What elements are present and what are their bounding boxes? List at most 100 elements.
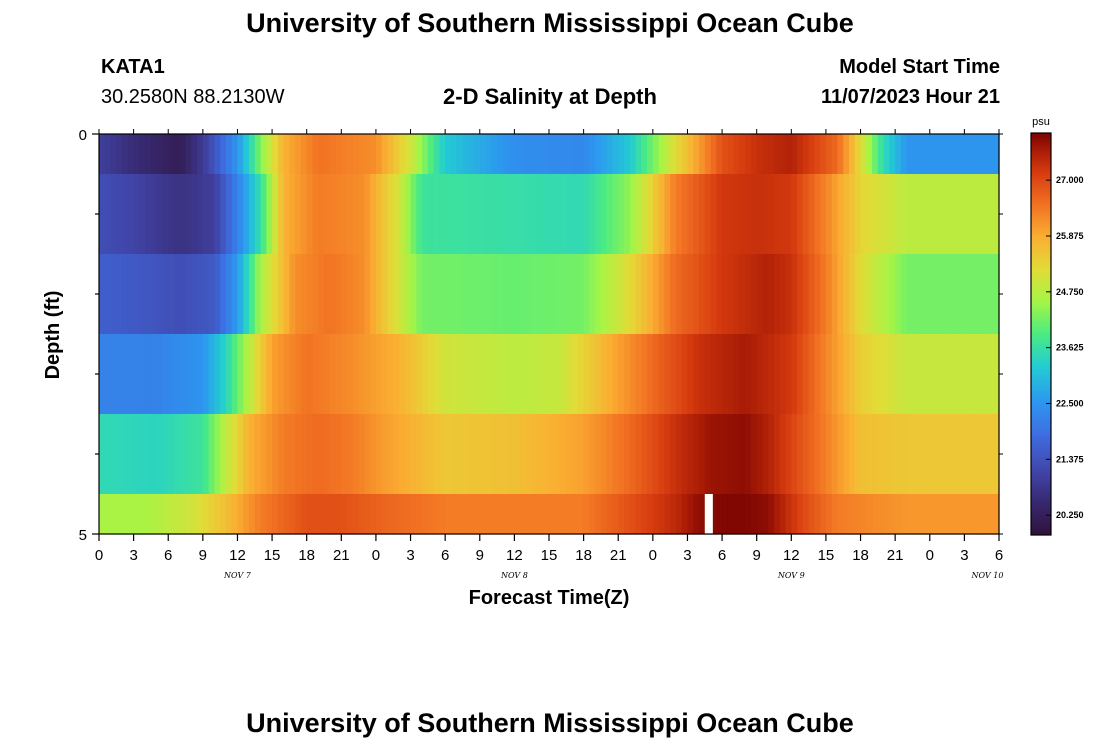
- heatmap-cell: [854, 254, 862, 335]
- heatmap-cell: [849, 134, 856, 175]
- heatmap-cell: [791, 174, 798, 255]
- heatmap-cell: [318, 334, 325, 415]
- heatmap-cell: [670, 134, 677, 175]
- heatmap-cell: [289, 414, 296, 495]
- heatmap-cell: [652, 174, 660, 255]
- heatmap-cell: [797, 334, 804, 415]
- heatmap-cell: [750, 494, 758, 535]
- heatmap-cell: [283, 254, 290, 335]
- heatmap-cell: [675, 134, 683, 175]
- heatmap-cell: [814, 494, 821, 535]
- heatmap-cell: [324, 494, 331, 535]
- heatmap-cell: [612, 334, 619, 415]
- heatmap-cell: [808, 334, 815, 415]
- heatmap-cell: [306, 174, 314, 255]
- heatmap-cell: [295, 174, 302, 255]
- heatmap-cell: [456, 134, 464, 175]
- heatmap-cell: [427, 254, 435, 335]
- heatmap-cell: [375, 334, 383, 415]
- heatmap-cell: [658, 134, 665, 175]
- heatmap-cell: [710, 174, 717, 255]
- heatmap-cell: [491, 334, 498, 415]
- heatmap-cell: [756, 414, 764, 495]
- heatmap-cell: [560, 494, 567, 535]
- heatmap-cell: [243, 254, 250, 335]
- heatmap-cell: [110, 494, 117, 535]
- heatmap-cell: [393, 414, 400, 495]
- heatmap-cell: [531, 134, 539, 175]
- heatmap-cell: [127, 334, 135, 415]
- heatmap-cell: [970, 254, 977, 335]
- x-tick-label: 0: [95, 547, 103, 564]
- heatmap-cell: [652, 334, 660, 415]
- heatmap-cell: [202, 414, 210, 495]
- heatmap-cell: [924, 254, 931, 335]
- heatmap-cell: [110, 334, 117, 415]
- heatmap-cell: [202, 134, 210, 175]
- heatmap-cell: [133, 334, 140, 415]
- heatmap-cell: [837, 334, 844, 415]
- heatmap-cell: [474, 254, 481, 335]
- heatmap-cell: [779, 254, 787, 335]
- heatmap-cell: [393, 254, 400, 335]
- heatmap-cell: [139, 174, 146, 255]
- heatmap-cell: [341, 494, 348, 535]
- heatmap-cell: [820, 134, 827, 175]
- heatmap-cell: [664, 174, 671, 255]
- heatmap-cell: [283, 334, 290, 415]
- heatmap-cell: [266, 334, 273, 415]
- heatmap-cell: [220, 174, 227, 255]
- heatmap-cell: [497, 134, 504, 175]
- heatmap-cell: [750, 254, 758, 335]
- heatmap-cell: [554, 134, 562, 175]
- heatmap-cell: [324, 414, 331, 495]
- heatmap-cell: [681, 174, 689, 255]
- heatmap-cell: [629, 174, 637, 255]
- heatmap-cell: [970, 414, 977, 495]
- heatmap-cell: [370, 174, 377, 255]
- heatmap-cell: [364, 494, 371, 535]
- heatmap-cell: [929, 254, 937, 335]
- heatmap-cell: [981, 494, 989, 535]
- heatmap-cell: [929, 334, 937, 415]
- heatmap-cell: [941, 414, 948, 495]
- heatmap-cell: [191, 134, 198, 175]
- heatmap-cell: [399, 414, 406, 495]
- heatmap-cell: [347, 334, 354, 415]
- heatmap-cell: [958, 254, 965, 335]
- heatmap-cell: [104, 254, 112, 335]
- heatmap-cell: [791, 414, 798, 495]
- heatmap-cell: [174, 414, 181, 495]
- heatmap-cell: [156, 174, 164, 255]
- heatmap-cell: [474, 174, 481, 255]
- heatmap-cell: [935, 134, 942, 175]
- heatmap-cell: [652, 134, 660, 175]
- heatmap-cell: [358, 414, 365, 495]
- missing-data-cell: [704, 494, 713, 534]
- heatmap-cell: [450, 134, 458, 175]
- colorbar-tick-label: 20.250: [1056, 510, 1084, 520]
- heatmap-cell: [502, 414, 510, 495]
- heatmap-cell: [537, 334, 544, 415]
- heatmap-cell: [502, 254, 510, 335]
- heatmap-cell: [750, 174, 758, 255]
- heatmap-cell: [208, 254, 215, 335]
- heatmap-cell: [162, 254, 169, 335]
- heatmap-cell: [127, 174, 135, 255]
- heatmap-cell: [347, 174, 354, 255]
- heatmap-cell: [514, 254, 521, 335]
- heatmap-cell: [358, 334, 365, 415]
- heatmap-cell: [624, 134, 631, 175]
- heatmap-cell: [375, 414, 383, 495]
- heatmap-cell: [906, 414, 914, 495]
- heatmap-cell: [860, 494, 867, 535]
- heatmap-cell: [964, 134, 971, 175]
- heatmap-cell: [722, 254, 729, 335]
- heatmap-cell: [895, 254, 902, 335]
- heatmap-cell: [329, 134, 337, 175]
- heatmap-cell: [404, 134, 412, 175]
- heatmap-cell: [831, 134, 839, 175]
- heatmap-cell: [168, 494, 175, 535]
- x-tick-label: 12: [229, 547, 246, 564]
- heatmap-cell: [647, 174, 654, 255]
